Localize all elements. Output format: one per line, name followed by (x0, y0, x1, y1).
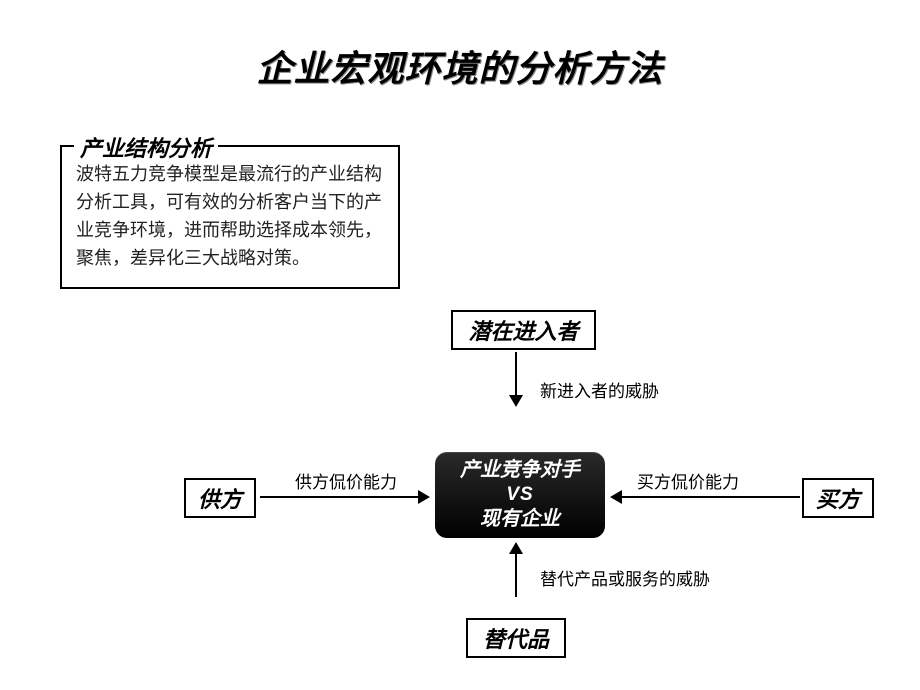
edge-label-bottom: 替代产品或服务的威胁 (540, 565, 710, 590)
node-left: 供方 (184, 478, 256, 518)
node-left-label: 供方 (198, 482, 242, 514)
arrow-bottom (509, 542, 523, 597)
info-box: 产业结构分析 波特五力竞争模型是最流行的产业结构分析工具，可有效的分析客户当下的… (60, 145, 400, 289)
edge-label-top: 新进入者的威胁 (540, 377, 659, 402)
arrow-top (509, 352, 523, 407)
node-bottom: 替代品 (466, 618, 566, 658)
center-line3: 现有企业 (480, 507, 560, 532)
center-line2: VS (506, 483, 533, 507)
center-line1: 产业竞争对手 (460, 458, 580, 483)
node-top: 潜在进入者 (451, 310, 596, 350)
info-box-heading: 产业结构分析 (74, 131, 218, 163)
node-bottom-label: 替代品 (483, 622, 549, 654)
arrow-right (610, 490, 800, 504)
page-title: 企业宏观环境的分析方法 (0, 40, 920, 92)
node-center: 产业竞争对手 VS 现有企业 (435, 452, 605, 538)
info-box-body: 波特五力竞争模型是最流行的产业结构分析工具，可有效的分析客户当下的产业竞争环境，… (76, 161, 384, 273)
node-top-label: 潜在进入者 (468, 314, 578, 346)
node-right-label: 买方 (816, 482, 860, 514)
arrow-left (260, 490, 430, 504)
node-right: 买方 (802, 478, 874, 518)
